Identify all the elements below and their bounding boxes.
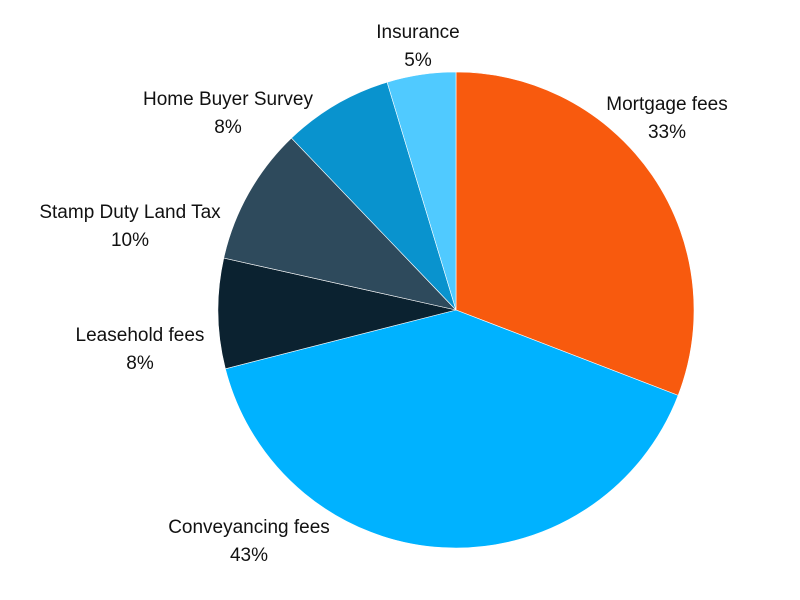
- pie-slice-leasehold-fees: [217, 257, 457, 370]
- slice-label-conveyancing-fees: Conveyancing fees 43%: [168, 517, 330, 566]
- pie-slice-stamp-duty-land-tax: [223, 137, 457, 311]
- pie-slices: [217, 71, 695, 549]
- slice-label-stamp-duty-land-tax: Stamp Duty Land Tax 10%: [39, 202, 221, 251]
- pie-slice-home-buyer-survey: [291, 81, 457, 311]
- pie-labels: Mortgage fees 33% Conveyancing fees 43% Le…: [39, 22, 727, 566]
- pie-slice-insurance: [386, 71, 457, 311]
- pie-slice-conveyancing-fees: [225, 309, 679, 549]
- pie-slice-mortgage-fees: [455, 71, 695, 396]
- slice-label-home-buyer-survey: Home Buyer Survey 8%: [143, 89, 314, 138]
- slice-label-leasehold-fees: Leasehold fees 8%: [76, 325, 205, 374]
- slice-label-mortgage-fees: Mortgage fees 33%: [606, 94, 727, 143]
- slice-label-insurance: Insurance 5%: [376, 22, 459, 71]
